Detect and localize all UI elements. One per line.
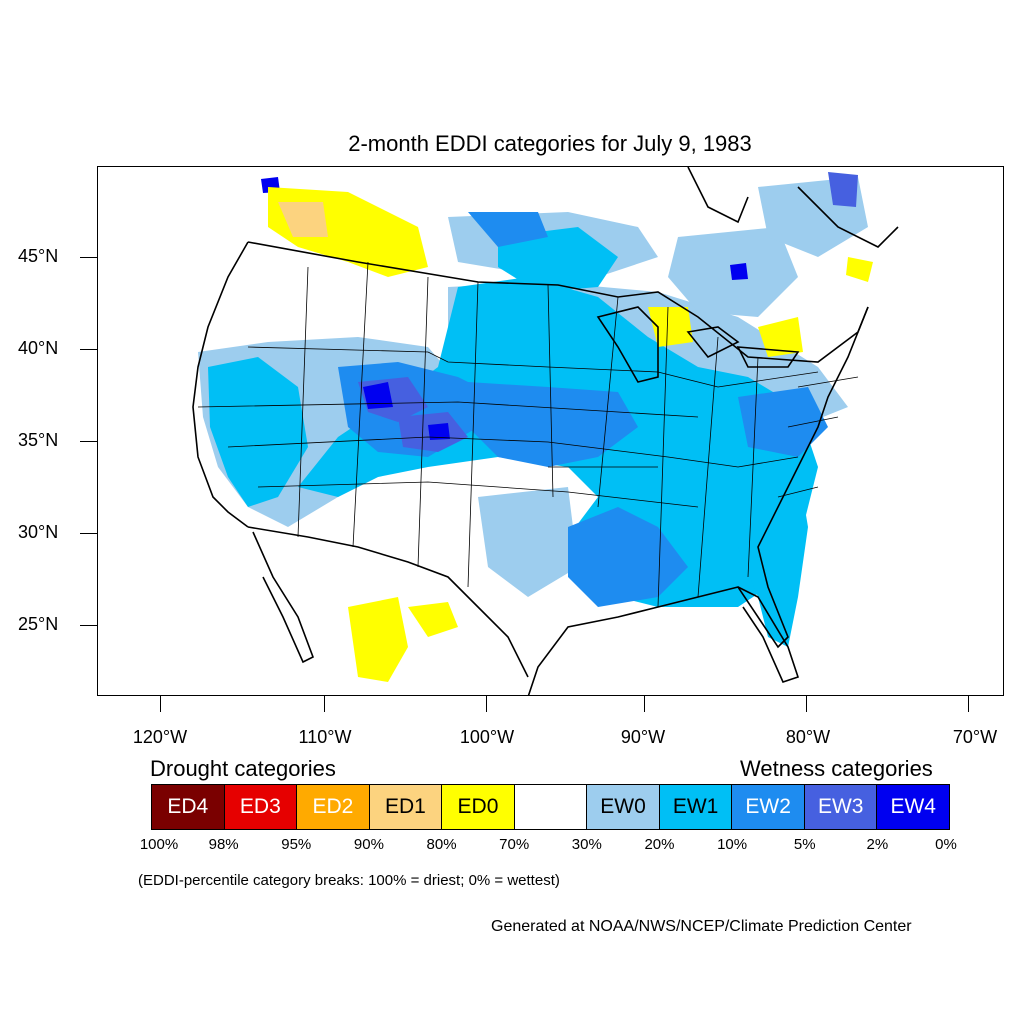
us-east-coast: [527, 306, 869, 695]
ew4-spot-wyoming: [363, 382, 393, 409]
lon-tick-70: [968, 696, 969, 712]
us-coastline-west: [192, 241, 249, 528]
lon-label-70: 70°W: [952, 727, 998, 747]
lon-label-120: 120°W: [132, 727, 188, 747]
florida: [737, 586, 800, 683]
legend-box-ew3: EW3: [804, 785, 878, 829]
boundaries: [192, 167, 899, 695]
lat-tick-45: [80, 257, 97, 258]
legend-box-ew4: EW4: [877, 785, 950, 829]
legend-box-ew0: EW0: [587, 785, 660, 829]
lon-tick-110: [324, 696, 325, 712]
great-lakes: [596, 306, 800, 383]
lon-label-100: 100°W: [459, 727, 515, 747]
ed0-region-mexico: [348, 597, 408, 682]
state-lines: [197, 261, 859, 608]
legend-box-ed3: ED3: [224, 785, 298, 829]
legend-box-ed2: ED2: [297, 785, 370, 829]
percentile-break-label: 90%: [353, 836, 384, 853]
percentile-break-label: 30%: [571, 836, 602, 853]
ew0-region-south: [478, 487, 578, 597]
ew4-spot-colorado: [428, 423, 450, 440]
canada-border: [247, 241, 869, 363]
lat-tick-30: [80, 533, 97, 534]
baja: [252, 531, 315, 664]
percentile-break-label: 10%: [717, 836, 748, 853]
lon-label-90: 90°W: [620, 727, 666, 747]
legend-box-ed4: ED4: [152, 785, 225, 829]
percentile-break-label: 20%: [644, 836, 675, 853]
lon-tick-120: [160, 696, 161, 712]
credit-line: Generated at NOAA/NWS/NCEP/Climate Predi…: [491, 918, 912, 935]
lon-label-80: 80°W: [785, 727, 831, 747]
percentile-break-label: 2%: [866, 836, 889, 853]
map-title: 2-month EDDI categories for July 9, 1983: [348, 131, 752, 156]
ew2-region-plains: [468, 382, 638, 467]
lon-tick-80: [806, 696, 807, 712]
category-legend: ED4 ED3 ED2 ED1 ED0 EW0 EW1 EW2 EW3 EW4: [151, 784, 950, 830]
ed0-region-maine: [846, 257, 873, 282]
lon-label-110: 110°W: [298, 727, 352, 747]
lat-label-30: 30°N: [18, 522, 59, 542]
percentile-break-label: 5%: [793, 836, 816, 853]
percentile-break-label: 95%: [281, 836, 312, 853]
lat-tick-40: [80, 349, 97, 350]
ew1-region-southeast: [738, 467, 808, 647]
category-shading: [198, 172, 873, 682]
legend-box-neutral: [514, 785, 588, 829]
ew2-region-north: [468, 212, 548, 247]
ew1-region-southwest: [208, 357, 308, 507]
lon-tick-90: [644, 696, 645, 712]
lat-label-35: 35°N: [18, 430, 59, 450]
percentile-break-label: 80%: [426, 836, 457, 853]
legend-box-ew1: EW1: [659, 785, 733, 829]
drought-heading: Drought categories: [150, 756, 336, 781]
mexico-border: [247, 526, 529, 678]
percentile-break-label: 100%: [139, 836, 179, 853]
lat-label-25: 25°N: [18, 614, 59, 634]
percentile-break-label: 70%: [499, 836, 530, 853]
map-canvas: [192, 167, 899, 695]
lat-label-45: 45°N: [18, 246, 59, 266]
lon-tick-100: [486, 696, 487, 712]
hudson-shore: [687, 167, 899, 248]
ed0-region-ontario: [758, 317, 803, 357]
percentile-break-label: 98%: [208, 836, 239, 853]
ed0-region-chihuahua: [408, 602, 458, 637]
ew2-region-gulf: [568, 507, 688, 607]
category-note: (EDDI-percentile category breaks: 100% =…: [138, 872, 560, 889]
lat-tick-35: [80, 441, 97, 442]
legend-box-ed0: ED0: [442, 785, 515, 829]
ew4-spot-ontario: [730, 263, 748, 280]
ed0-region-michigan: [648, 307, 693, 347]
lat-label-40: 40°N: [18, 338, 59, 358]
wetness-heading: Wetness categories: [740, 756, 933, 781]
ew3-region-quebec: [828, 172, 858, 207]
lat-tick-25: [80, 625, 97, 626]
ew2-region-virginia: [738, 387, 828, 457]
legend-box-ed1: ED1: [369, 785, 443, 829]
eddi-map: [97, 166, 1004, 696]
ew1-region-north: [498, 227, 618, 292]
percentile-break-label: 0%: [935, 836, 957, 853]
ed1-region-pacific-nw: [278, 202, 328, 237]
legend-box-ew2: EW2: [732, 785, 805, 829]
